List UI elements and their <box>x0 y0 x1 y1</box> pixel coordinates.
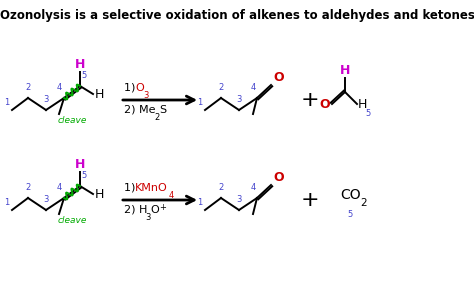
Text: H: H <box>340 64 350 77</box>
Text: 4: 4 <box>57 83 62 92</box>
Text: 2: 2 <box>26 183 31 192</box>
Text: 3: 3 <box>237 95 242 104</box>
Text: 2) Me: 2) Me <box>124 105 155 115</box>
Text: 1): 1) <box>124 183 139 193</box>
Text: 3: 3 <box>143 91 148 100</box>
Text: 2: 2 <box>360 198 366 208</box>
Text: 1: 1 <box>197 198 202 207</box>
Text: +: + <box>301 190 319 210</box>
Text: O: O <box>319 99 330 112</box>
Text: 1: 1 <box>197 98 202 107</box>
Text: 5: 5 <box>347 210 353 219</box>
Text: KMnO: KMnO <box>135 183 168 193</box>
Text: 3: 3 <box>43 195 49 204</box>
Text: cleave: cleave <box>57 216 87 225</box>
Text: 5: 5 <box>365 109 370 118</box>
Text: H: H <box>95 187 104 201</box>
Text: H: H <box>95 87 104 101</box>
Text: 1): 1) <box>124 83 139 93</box>
Text: 1: 1 <box>4 98 9 107</box>
Text: 2: 2 <box>154 113 159 122</box>
Text: 5: 5 <box>81 171 86 180</box>
Text: cleave: cleave <box>57 116 87 125</box>
Text: 3: 3 <box>43 95 49 104</box>
Text: 2: 2 <box>26 83 31 92</box>
Text: Ozonolysis is a selective oxidation of alkenes to aldehydes and ketones: Ozonolysis is a selective oxidation of a… <box>0 9 474 22</box>
Text: +: + <box>159 203 166 212</box>
Text: S: S <box>159 105 166 115</box>
Text: 4: 4 <box>251 83 256 92</box>
Text: O: O <box>135 83 144 93</box>
Text: 4: 4 <box>57 183 62 192</box>
Text: 2: 2 <box>219 83 224 92</box>
Text: +: + <box>301 90 319 110</box>
Text: O: O <box>273 71 283 84</box>
Text: 5: 5 <box>81 71 86 80</box>
Text: 2) H: 2) H <box>124 205 147 215</box>
Text: O: O <box>273 171 283 184</box>
Text: 1: 1 <box>4 198 9 207</box>
Text: CO: CO <box>340 188 361 202</box>
Text: 2: 2 <box>219 183 224 192</box>
Text: H: H <box>75 158 85 171</box>
Text: O: O <box>150 205 159 215</box>
Text: H: H <box>358 99 367 112</box>
Text: 3: 3 <box>237 195 242 204</box>
Text: H: H <box>75 58 85 71</box>
Text: 3: 3 <box>145 213 150 222</box>
Text: 4: 4 <box>169 191 174 200</box>
Text: 4: 4 <box>251 183 256 192</box>
